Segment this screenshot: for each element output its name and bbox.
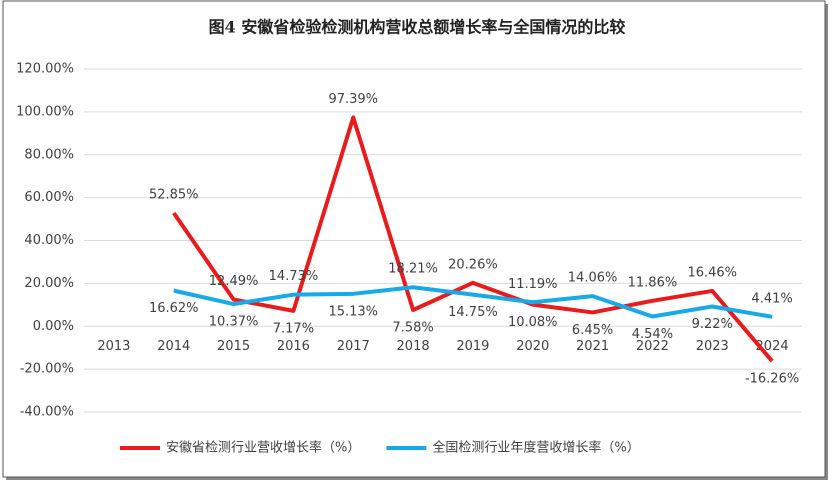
data-label: 16.62%: [149, 301, 199, 316]
x-tick-label: 2018: [397, 339, 430, 354]
series-line: [172, 115, 774, 363]
x-tick-label: 2017: [337, 339, 370, 354]
data-label: 10.37%: [209, 315, 259, 330]
data-label: 16.46%: [687, 265, 737, 280]
y-tick-label: -40.00%: [20, 405, 74, 420]
data-label: 12.49%: [209, 274, 259, 289]
x-tick-label: 2023: [696, 339, 729, 354]
data-label: 14.73%: [269, 269, 319, 284]
data-label: 9.22%: [692, 317, 733, 332]
y-tick-label: 0.00%: [33, 319, 74, 334]
x-tick-label: 2022: [636, 339, 669, 354]
data-label: 10.08%: [508, 315, 558, 330]
x-tick-label: 2016: [277, 339, 310, 354]
data-label: -16.26%: [745, 372, 799, 387]
data-label: 52.85%: [149, 187, 199, 202]
y-tick-label: 120.00%: [16, 62, 74, 77]
data-label: 15.13%: [328, 304, 378, 319]
data-label: 11.19%: [508, 277, 558, 292]
series-line: [173, 285, 773, 319]
y-tick-label: 20.00%: [24, 276, 74, 291]
x-tick-label: 2013: [97, 339, 130, 354]
data-label: 97.39%: [328, 92, 378, 107]
y-tick-label: -20.00%: [20, 362, 74, 377]
data-label: 14.06%: [568, 271, 618, 286]
data-label: 20.26%: [448, 257, 498, 272]
data-label: 4.54%: [632, 327, 673, 342]
x-tick-label: 2020: [516, 339, 549, 354]
frame: [2, 0, 826, 478]
x-tick-label: 2014: [157, 339, 190, 354]
data-label: 4.41%: [751, 291, 792, 306]
data-label: 7.17%: [273, 321, 314, 336]
data-label: 11.86%: [628, 275, 678, 290]
y-tick-label: 60.00%: [24, 190, 74, 205]
data-label: 6.45%: [572, 323, 613, 338]
x-tick-label: 2019: [456, 339, 489, 354]
y-tick-label: 80.00%: [24, 147, 74, 162]
data-label: 7.58%: [392, 321, 433, 336]
x-tick-label: 2021: [576, 339, 609, 354]
data-label: 18.21%: [388, 262, 438, 277]
legend-label: 全国检测行业年度营收增长率（%）: [432, 440, 639, 456]
y-tick-label: 40.00%: [24, 233, 74, 248]
legend-label: 安徽省检测行业营收增长率（%）: [166, 440, 360, 456]
x-tick-label: 2015: [217, 339, 250, 354]
data-label: 14.75%: [448, 305, 498, 320]
y-tick-label: 100.00%: [16, 104, 74, 119]
chart-title: 图4 安徽省检验检测机构营收总额增长率与全国情况的比较: [209, 18, 626, 37]
